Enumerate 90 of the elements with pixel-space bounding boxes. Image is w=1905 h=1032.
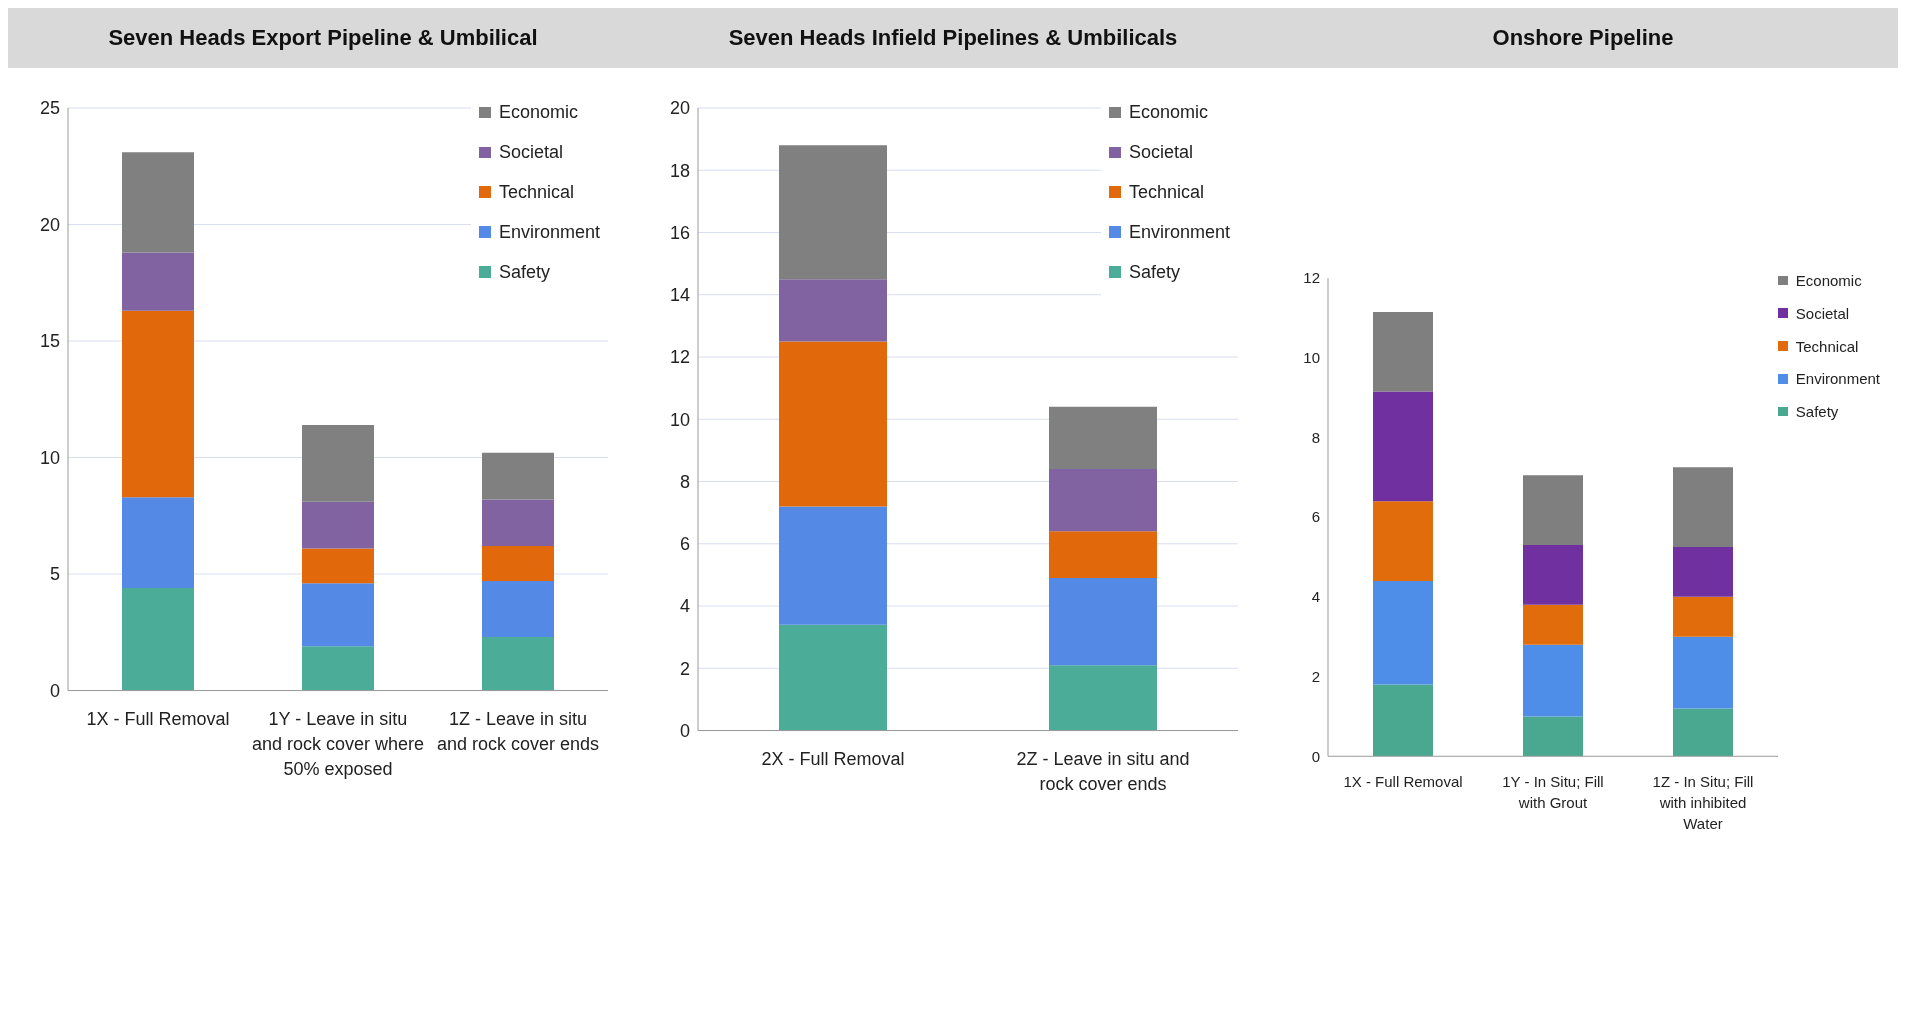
- bar: [302, 501, 374, 549]
- y-tick-label: 18: [669, 160, 690, 181]
- bar: [1673, 708, 1733, 757]
- bar: [482, 546, 554, 582]
- y-tick-label: 6: [1311, 508, 1320, 526]
- x-tick-label: 1X - Full Removal: [86, 708, 230, 729]
- x-tick-label: 2Z - Leave in situ and rock cover ends: [1016, 748, 1190, 794]
- bar: [1049, 469, 1157, 532]
- legend-label: Safety: [1128, 261, 1180, 283]
- y-tick-label: 0: [49, 680, 60, 701]
- y-tick-label: 12: [669, 347, 690, 368]
- legend-label: Technical: [1795, 337, 1859, 355]
- bar: [302, 424, 374, 502]
- y-tick-label: 2: [1311, 667, 1320, 685]
- chart-title: Seven Heads Infield Pipelines & Umbilicals: [638, 8, 1268, 68]
- bar: [482, 581, 554, 637]
- bar: [1523, 545, 1583, 605]
- chart-title: Onshore Pipeline: [1268, 8, 1898, 68]
- x-tick-label: 1X - Full Removal: [1343, 773, 1463, 791]
- bar: [302, 583, 374, 647]
- bar: [1523, 604, 1583, 645]
- x-tick-label: 1Y - Leave in situ and rock cover where 50% exposed: [251, 708, 425, 779]
- bar: [1049, 578, 1157, 666]
- bar: [122, 588, 194, 691]
- y-tick-label: 8: [679, 471, 690, 492]
- bar: [1373, 391, 1433, 502]
- bar: [1373, 580, 1433, 685]
- bar: [1049, 665, 1157, 731]
- bar: [122, 497, 194, 589]
- legend-label: Societal: [498, 141, 563, 163]
- y-tick-label: 10: [39, 447, 60, 468]
- bar: [482, 636, 554, 691]
- y-tick-label: 6: [679, 534, 690, 555]
- bar: [1523, 475, 1583, 546]
- bar: [122, 252, 194, 311]
- bar: [1373, 684, 1433, 757]
- bar: [1049, 531, 1157, 579]
- legend-label: Societal: [1795, 304, 1850, 322]
- bar: [1673, 636, 1733, 709]
- chart-title: Seven Heads Export Pipeline & Umbilical: [8, 8, 638, 68]
- bar: [302, 646, 374, 691]
- legend-label: Environment: [1128, 221, 1230, 243]
- y-tick-label: 10: [669, 409, 690, 430]
- bar: [779, 341, 887, 507]
- bar: [302, 548, 374, 584]
- y-tick-label: 12: [1303, 269, 1320, 287]
- bar: [779, 506, 887, 625]
- bar: [1049, 406, 1157, 470]
- legend-label: Economic: [498, 102, 578, 123]
- x-tick-label: 1Z - Leave in situ and rock cover ends: [436, 708, 600, 754]
- x-tick-label: 2X - Full Removal: [761, 748, 905, 769]
- legend-label: Societal: [1128, 141, 1193, 163]
- bar: [482, 499, 554, 547]
- legend-label: Safety: [1795, 403, 1839, 420]
- y-tick-label: 14: [669, 285, 690, 306]
- bar: [1673, 467, 1733, 548]
- bar: [1673, 596, 1733, 637]
- x-tick-label: 1Y - In Situ; Fill with Grout: [1502, 773, 1604, 812]
- legend-label: Technical: [498, 181, 574, 203]
- legend-label: Economic: [1795, 272, 1862, 289]
- legend-label: Safety: [498, 261, 550, 283]
- bar: [1373, 501, 1433, 581]
- y-tick-label: 25: [39, 98, 60, 119]
- bar: [122, 310, 194, 498]
- y-tick-label: 4: [1311, 588, 1320, 606]
- bar: [779, 624, 887, 731]
- y-tick-label: 20: [669, 98, 690, 119]
- y-tick-label: 8: [1311, 428, 1320, 446]
- y-tick-label: 16: [669, 222, 690, 243]
- y-tick-label: 20: [39, 214, 60, 235]
- legend-label: Environment: [1795, 370, 1880, 388]
- bar: [1373, 311, 1433, 392]
- y-tick-label: 4: [679, 596, 690, 617]
- x-tick-label: 1Z - In Situ; Fill with inhibited Water: [1652, 773, 1754, 833]
- bar: [1523, 644, 1583, 717]
- legend-label: Technical: [1128, 181, 1204, 203]
- y-tick-label: 10: [1303, 349, 1320, 367]
- legend-label: Economic: [1128, 102, 1208, 123]
- y-tick-label: 15: [39, 331, 60, 352]
- y-tick-label: 0: [1311, 747, 1320, 765]
- bar: [1673, 547, 1733, 597]
- bar: [482, 452, 554, 500]
- bar: [779, 145, 887, 280]
- y-tick-label: 0: [679, 720, 690, 741]
- y-tick-label: 2: [679, 658, 690, 679]
- bar: [122, 152, 194, 253]
- bar: [779, 279, 887, 342]
- y-tick-label: 5: [49, 564, 60, 585]
- bar: [1523, 716, 1583, 757]
- legend-label: Environment: [498, 221, 600, 243]
